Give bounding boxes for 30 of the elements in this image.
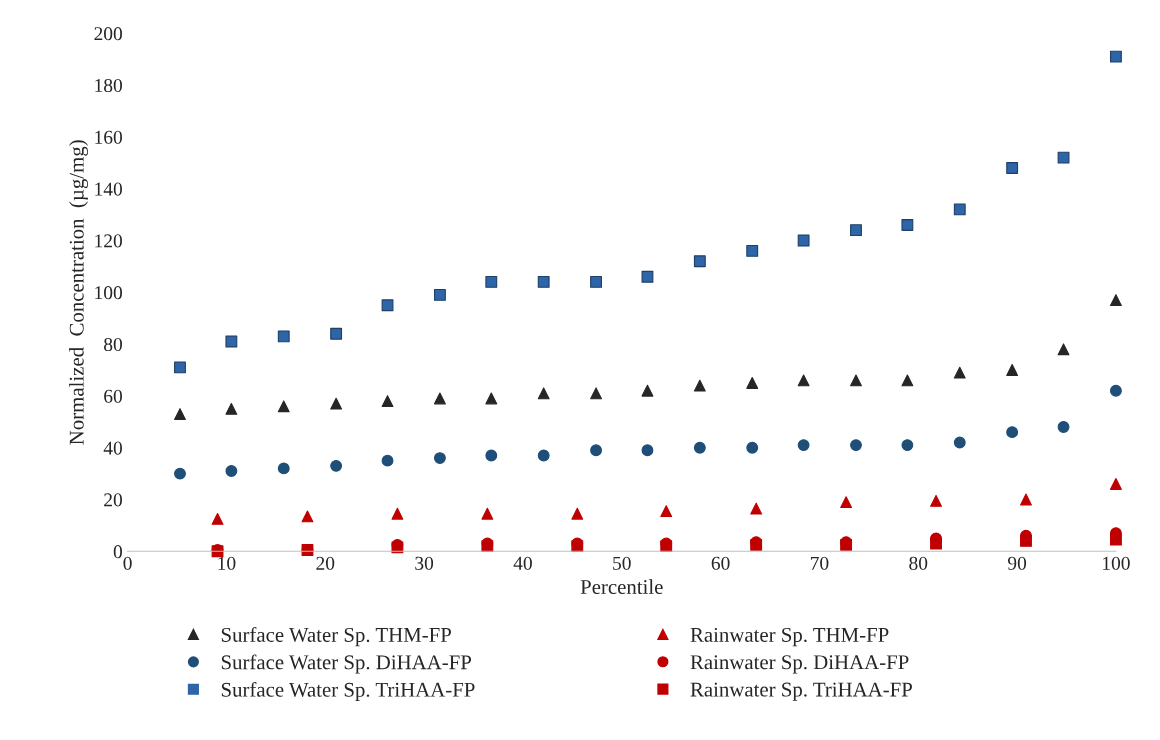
y-tick-label: 40 [103,441,122,455]
x-tick-label: 90 [1007,556,1027,570]
y-axis-title: Normalized Concentration (µg/mg) [69,140,89,445]
x-tick-label: 50 [613,556,631,570]
y-tick-label: 140 [95,182,122,196]
y-tick-label: 80 [104,337,122,352]
y-tick-label: 180 [95,78,122,93]
x-tick-label: 0 [123,556,132,570]
legend-label: Surface Water Sp. THM-FP [221,627,451,647]
legend-label: Rainwater Sp. TriHAA-FP [690,682,912,701]
legend-label: Surface Water Sp. TriHAA-FP [221,681,475,702]
legend-label: Rainwater Sp. DiHAA-FP [690,655,909,674]
y-tick-label: 20 [104,493,122,507]
y-tick-label: 60 [104,389,122,403]
x-tick-label: 70 [810,556,829,570]
x-tick-label: 20 [316,556,335,570]
x-tick-label: 100 [1103,556,1130,570]
y-tick-label: 160 [95,130,122,144]
x-tick-label: 30 [415,556,434,570]
x-tick-label: 80 [909,556,928,570]
x-axis-title: Percentile [580,579,663,595]
legend-label: Surface Water Sp. DiHAA-FP [221,654,472,674]
x-tick-label: 10 [218,556,236,570]
legend-label: Rainwater Sp. THM-FP [690,627,889,647]
y-tick-label: 0 [113,545,122,559]
y-tick-label: 100 [95,286,122,300]
y-tick-label: 200 [94,27,122,41]
y-tick-label: 120 [95,234,122,248]
x-tick-label: 60 [711,556,730,570]
x-tick-label: 40 [513,556,532,570]
